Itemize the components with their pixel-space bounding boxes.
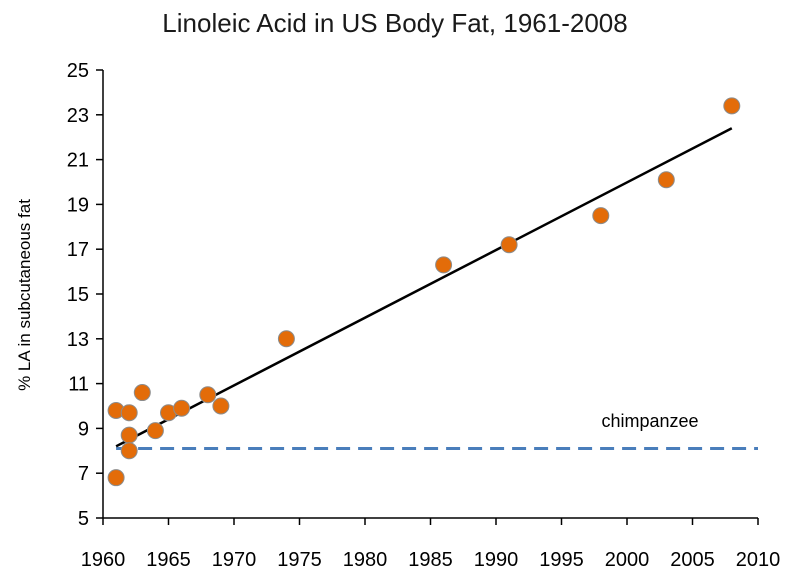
trendline [115,127,733,448]
y-axis-label: % LA in subcutaneous fat [15,199,34,391]
y-tick-label: 7 [78,463,89,485]
x-tick-label: 1965 [146,549,191,571]
x-tick-label: 2000 [605,549,650,571]
data-point [657,171,675,189]
x-tick-label: 1985 [408,549,453,571]
data-point [277,330,295,348]
x-tick-label: 1980 [343,549,388,571]
data-point [500,236,518,254]
chart-title: Linoleic Acid in US Body Fat, 1961-2008 [162,8,627,38]
data-point [723,97,741,115]
data-points [107,97,741,487]
y-tick-label: 25 [67,60,89,82]
y-tick-label: 5 [78,508,89,530]
x-tick-label: 1995 [539,549,584,571]
data-point [133,384,151,402]
data-point [592,207,610,225]
y-tick-label: 17 [67,239,89,261]
x-tick-label: 1975 [277,549,322,571]
x-tick-label: 1990 [474,549,519,571]
y-tick-label: 13 [67,329,89,351]
data-point [120,404,138,422]
y-tick-label: 21 [67,150,89,172]
trendline-group [115,127,733,448]
x-tick-label: 2005 [670,549,715,571]
data-point [146,422,164,440]
data-point [212,397,230,415]
y-tick-label: 15 [67,284,89,306]
y-tick-label: 23 [67,105,89,127]
y-tick-label: 9 [78,418,89,440]
data-point [173,399,191,417]
data-point [107,469,125,487]
data-point [120,426,138,444]
data-point [199,386,217,404]
x-tick-label: 2010 [736,549,781,571]
y-tick-label: 19 [67,194,89,216]
axes: 5 7 9 11 13 15 17 19 21 23 25 1960 1965 1970 1975 1980 1… [67,60,781,571]
reference-line-label: chimpanzee [601,411,698,431]
data-point [120,442,138,460]
y-tick-label: 11 [68,374,89,396]
x-tick-label: 1970 [212,549,257,571]
data-point [435,256,453,274]
x-tick-label: 1960 [81,549,126,571]
